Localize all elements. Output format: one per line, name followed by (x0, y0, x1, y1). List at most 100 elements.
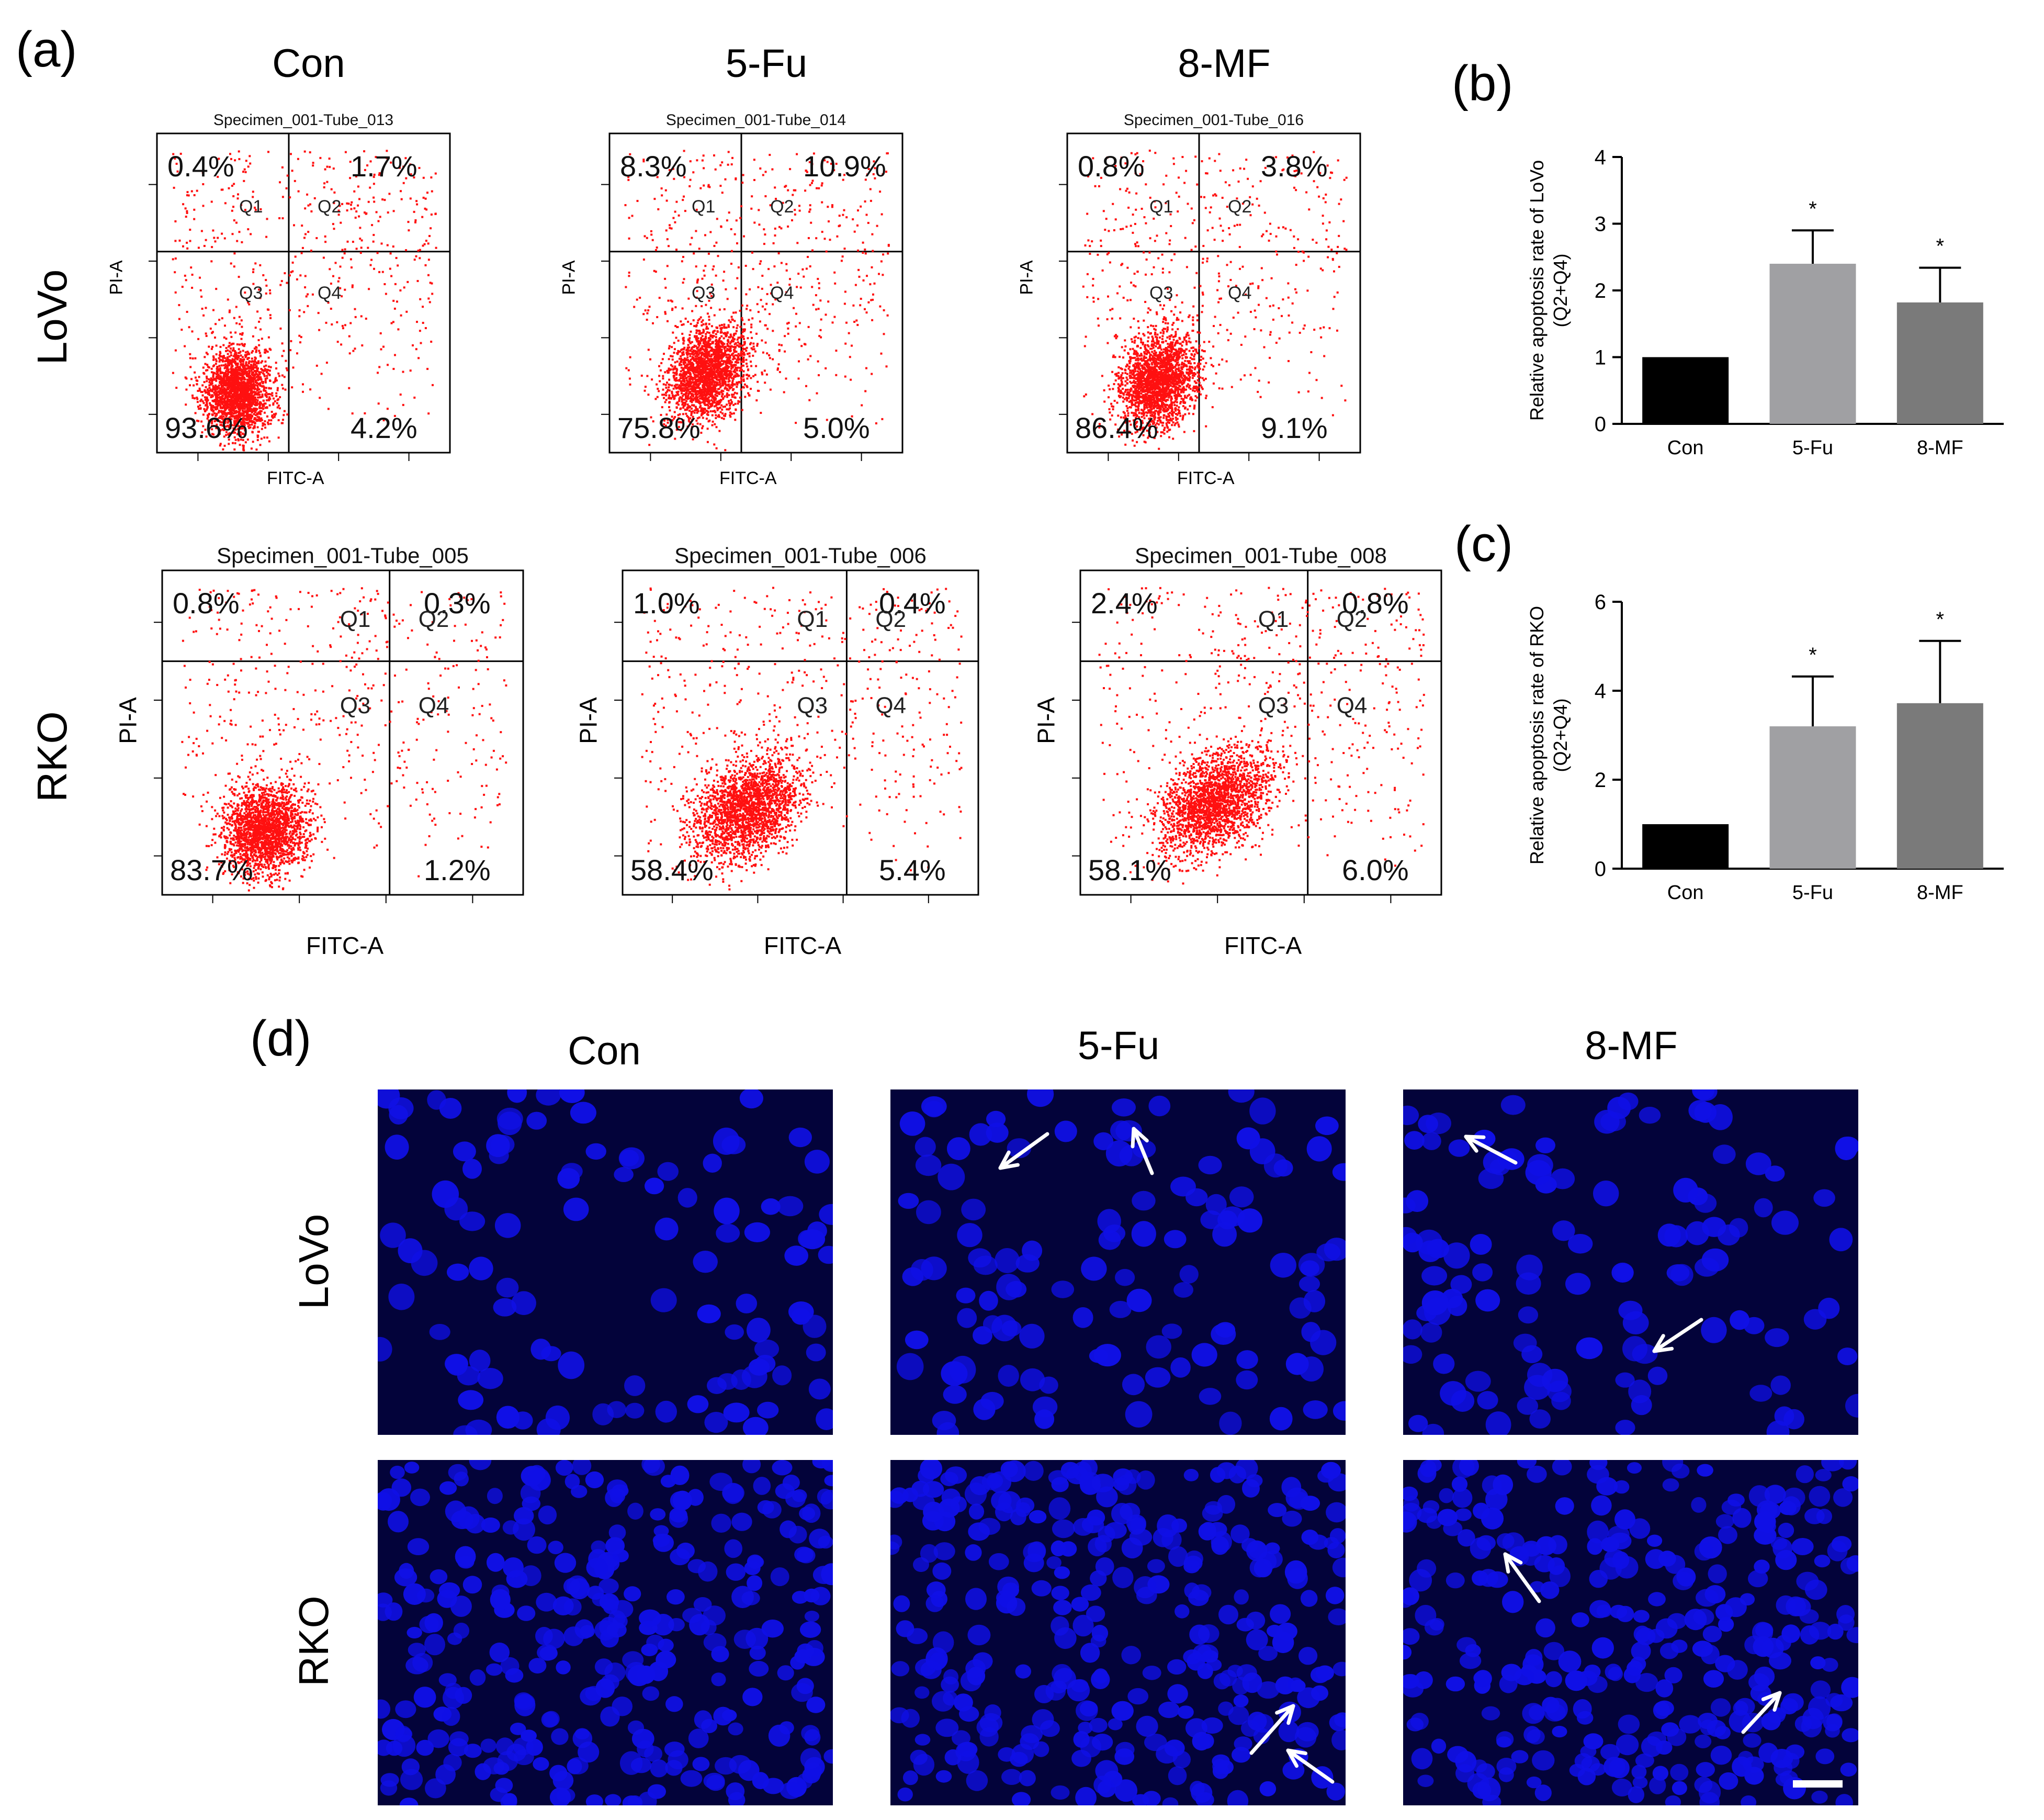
significance-marker: * (1936, 608, 1945, 631)
y-tick-label: 1 (1595, 346, 1606, 369)
quadrant-pct-q1: 2.4% (1091, 587, 1158, 620)
micrograph-lovo-con (378, 1089, 833, 1435)
y-tick-label: 4 (1595, 146, 1606, 169)
error-bar (1792, 675, 1834, 726)
specimen-title: Specimen_001-Tube_006 (674, 543, 927, 568)
event-dots (624, 150, 890, 452)
micrograph-rko-8mf (1403, 1460, 1858, 1805)
panel-label-d: (d) (250, 1010, 312, 1066)
x-axis-label: FITC-A (1177, 468, 1235, 488)
error-bar (1919, 639, 1961, 703)
event-dots (641, 587, 963, 891)
scale-bar (1793, 1780, 1843, 1788)
x-axis-label: FITC-A (764, 932, 842, 959)
column-header-8mf: 8-MF (1178, 41, 1271, 86)
quadrant-pct-q2: 0.3% (424, 587, 491, 620)
x-axis-label: FITC-A (267, 468, 324, 488)
quadrant-label: Q1 (340, 606, 371, 632)
micrograph-rko-con (378, 1460, 833, 1805)
specimen-title: Specimen_001-Tube_016 (1123, 111, 1304, 129)
category-label: 8-MF (1917, 437, 1963, 459)
quadrant-label: Q1 (1258, 606, 1289, 632)
arrow-marker (1741, 1691, 1782, 1734)
arrow-marker (1652, 1318, 1703, 1353)
micrograph-rko-5fu (890, 1460, 1346, 1805)
nuclei (378, 1089, 833, 1435)
quadrant-pct-q4: 1.2% (424, 853, 491, 886)
x-axis-label: FITC-A (719, 468, 777, 488)
category-label: 5-Fu (1792, 882, 1833, 904)
bar-8mf (1896, 302, 1983, 424)
panel-label-b: (b) (1452, 55, 1514, 111)
y-axis-label-secondary: (Q2+Q4) (1550, 698, 1571, 772)
micro-column-header-8mf: 8-MF (1585, 1024, 1678, 1068)
quadrant-pct-q2: 0.8% (1342, 587, 1409, 620)
quadrant-pct-q1: 0.4% (167, 150, 234, 183)
panel-label-c: (c) (1454, 516, 1513, 572)
quadrant-label: Q3 (340, 692, 371, 718)
quadrant-label: Q3 (239, 283, 263, 303)
quadrant-pct-q2: 0.4% (879, 587, 946, 620)
quadrant-label: Q3 (797, 692, 828, 718)
quadrant-label: Q4 (418, 692, 449, 718)
quadrant-pct-q3: 58.4% (630, 853, 714, 886)
arrow-marker (1464, 1134, 1518, 1165)
bar-5fu (1769, 726, 1856, 869)
arrow-marker (1249, 1704, 1295, 1755)
flow-plot-rko-5fu: Specimen_001-Tube_006 1.0% 0.4% 58.4% 5.4% Q1… (575, 539, 979, 979)
flow-plot-lovo-5fu: Specimen_001-Tube_014 8.3% 10.9% 75.8% 5.0% Q… (559, 102, 904, 536)
y-axis-label: PI-A (1032, 697, 1060, 745)
quadrant-pct-q1: 0.8% (1078, 150, 1145, 183)
quadrant-pct-q4: 5.4% (879, 853, 946, 886)
category-label: 5-Fu (1792, 437, 1833, 459)
quadrant-label: Q4 (1228, 283, 1252, 303)
nuclei (890, 1460, 1346, 1805)
bar-5fu (1769, 264, 1856, 424)
nuclei (896, 1089, 1346, 1435)
y-axis-label: Relative apoptosis rate of LoVo (1526, 160, 1548, 421)
arrow-marker (998, 1132, 1049, 1170)
column-header-con: Con (272, 41, 345, 86)
quadrant-pct-q3: 83.7% (170, 853, 253, 886)
quadrant-label: Q1 (797, 606, 828, 632)
quadrant-label: Q2 (1228, 196, 1252, 217)
quadrant-label: Q2 (418, 606, 449, 632)
micro-row-header-lovo: LoVo (290, 1214, 337, 1310)
arrow-marker (1286, 1748, 1335, 1784)
flow-plot-area (149, 132, 451, 461)
flow-plot-rko-con: Specimen_001-Tube_005 0.8% 0.3% 83.7% 1.2% Q1… (115, 539, 524, 979)
y-tick-label: 0 (1595, 413, 1606, 436)
nuclei (378, 1460, 833, 1805)
y-tick-label: 4 (1595, 680, 1606, 703)
y-axis-label: PI-A (574, 697, 602, 745)
micrograph-lovo-5fu (890, 1089, 1346, 1435)
specimen-title: Specimen_001-Tube_014 (665, 111, 846, 129)
panel-label-a: (a) (16, 21, 77, 77)
nuclei (1403, 1089, 1858, 1435)
micro-column-header-con: Con (568, 1029, 641, 1073)
y-axis-label: PI-A (106, 260, 127, 295)
event-dots (172, 150, 437, 452)
event-dots (1098, 587, 1425, 885)
arrow-marker (1131, 1127, 1154, 1175)
flow-plot-lovo-8mf: Specimen_001-Tube_016 0.8% 3.8% 86.4% 9.1% Q1… (1017, 102, 1361, 536)
micro-column-header-5fu: 5-Fu (1077, 1024, 1160, 1068)
quadrant-pct-q4: 6.0% (1342, 853, 1409, 886)
quadrant-label: Q1 (239, 196, 263, 217)
quadrant-label: Q2 (318, 196, 342, 217)
quadrant-pct-q4: 9.1% (1261, 411, 1328, 444)
x-axis-label: FITC-A (306, 932, 384, 959)
y-axis-label-secondary: (Q2+Q4) (1550, 253, 1571, 327)
y-axis-label: Relative apoptosis rate of RKO (1526, 606, 1548, 864)
specimen-title: Specimen_001-Tube_005 (217, 543, 469, 568)
significance-marker: * (1809, 197, 1817, 220)
bar-con (1642, 824, 1729, 869)
bar-chart-rko: 0 2 4 6 Relative apoptosis rate of RKO (Q2+Q4… (1496, 586, 2040, 942)
y-axis-label: PI-A (1017, 260, 1037, 295)
quadrant-label: Q2 (875, 606, 907, 632)
quadrant-pct-q4: 5.0% (803, 411, 870, 444)
micro-row-header-rko: RKO (290, 1596, 337, 1687)
y-tick-label: 6 (1595, 591, 1606, 614)
bar-chart-lovo: 0 1 2 3 4 Relative apoptosis rate of LoVo (Q2+… (1496, 141, 2040, 497)
quadrant-label: Q4 (770, 283, 794, 303)
